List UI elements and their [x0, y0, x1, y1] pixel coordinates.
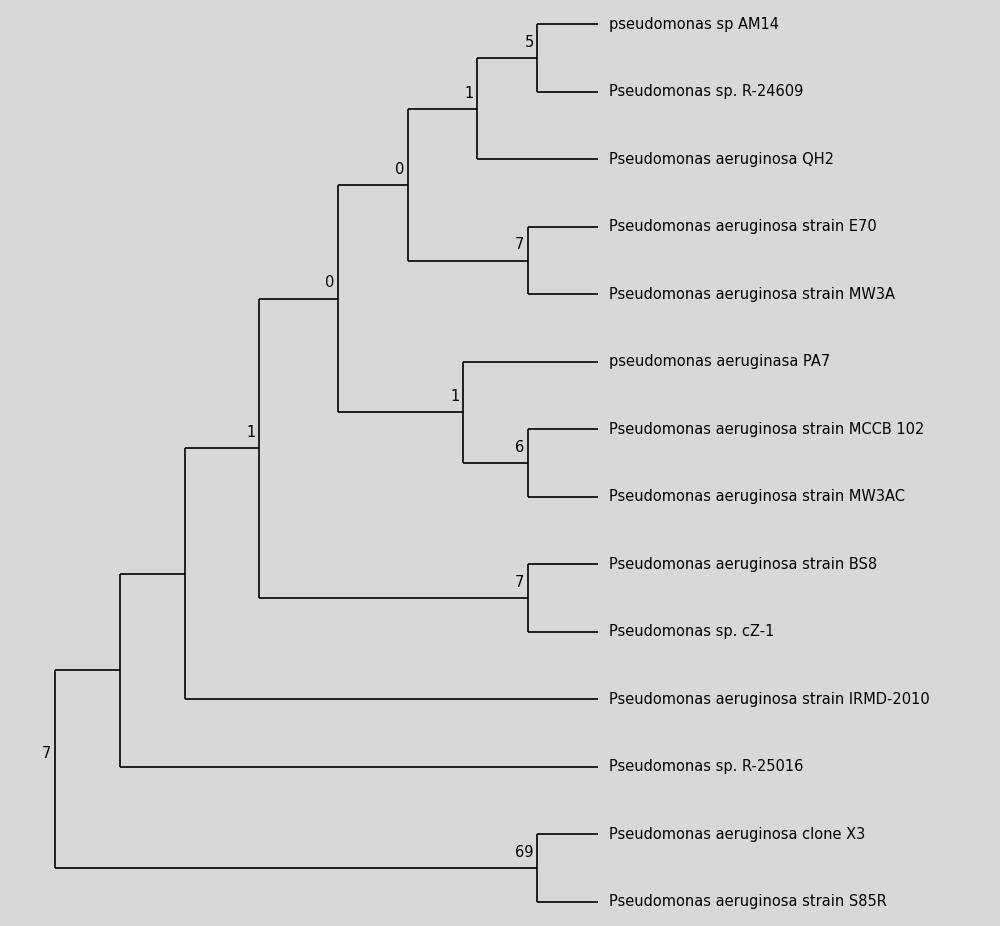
- Text: 1: 1: [246, 425, 256, 440]
- Text: Pseudomonas sp. R-25016: Pseudomonas sp. R-25016: [609, 759, 803, 774]
- Text: 1: 1: [450, 389, 460, 405]
- Text: Pseudomonas aeruginosa QH2: Pseudomonas aeruginosa QH2: [609, 152, 834, 167]
- Text: 5: 5: [525, 35, 534, 50]
- Text: pseudomonas sp AM14: pseudomonas sp AM14: [609, 17, 779, 31]
- Text: Pseudomonas aeruginosa strain MCCB 102: Pseudomonas aeruginosa strain MCCB 102: [609, 421, 924, 437]
- Text: Pseudomonas sp. R-24609: Pseudomonas sp. R-24609: [609, 84, 803, 99]
- Text: 6: 6: [515, 440, 524, 455]
- Text: 0: 0: [325, 275, 334, 291]
- Text: 1: 1: [464, 86, 473, 101]
- Text: Pseudomonas aeruginosa strain S85R: Pseudomonas aeruginosa strain S85R: [609, 895, 887, 909]
- Text: Pseudomonas aeruginosa clone X3: Pseudomonas aeruginosa clone X3: [609, 827, 865, 842]
- Text: 7: 7: [42, 746, 51, 761]
- Text: 7: 7: [515, 575, 524, 590]
- Text: pseudomonas aeruginasa PA7: pseudomonas aeruginasa PA7: [609, 355, 830, 369]
- Text: 7: 7: [515, 237, 524, 253]
- Text: 0: 0: [395, 161, 404, 177]
- Text: 69: 69: [515, 845, 534, 859]
- Text: Pseudomonas aeruginosa strain MW3A: Pseudomonas aeruginosa strain MW3A: [609, 287, 895, 302]
- Text: Pseudomonas aeruginosa strain MW3AC: Pseudomonas aeruginosa strain MW3AC: [609, 489, 905, 505]
- Text: Pseudomonas aeruginosa strain E70: Pseudomonas aeruginosa strain E70: [609, 219, 877, 234]
- Text: Pseudomonas sp. cZ-1: Pseudomonas sp. cZ-1: [609, 624, 774, 639]
- Text: Pseudomonas aeruginosa strain IRMD-2010: Pseudomonas aeruginosa strain IRMD-2010: [609, 692, 930, 707]
- Text: Pseudomonas aeruginosa strain BS8: Pseudomonas aeruginosa strain BS8: [609, 557, 877, 571]
